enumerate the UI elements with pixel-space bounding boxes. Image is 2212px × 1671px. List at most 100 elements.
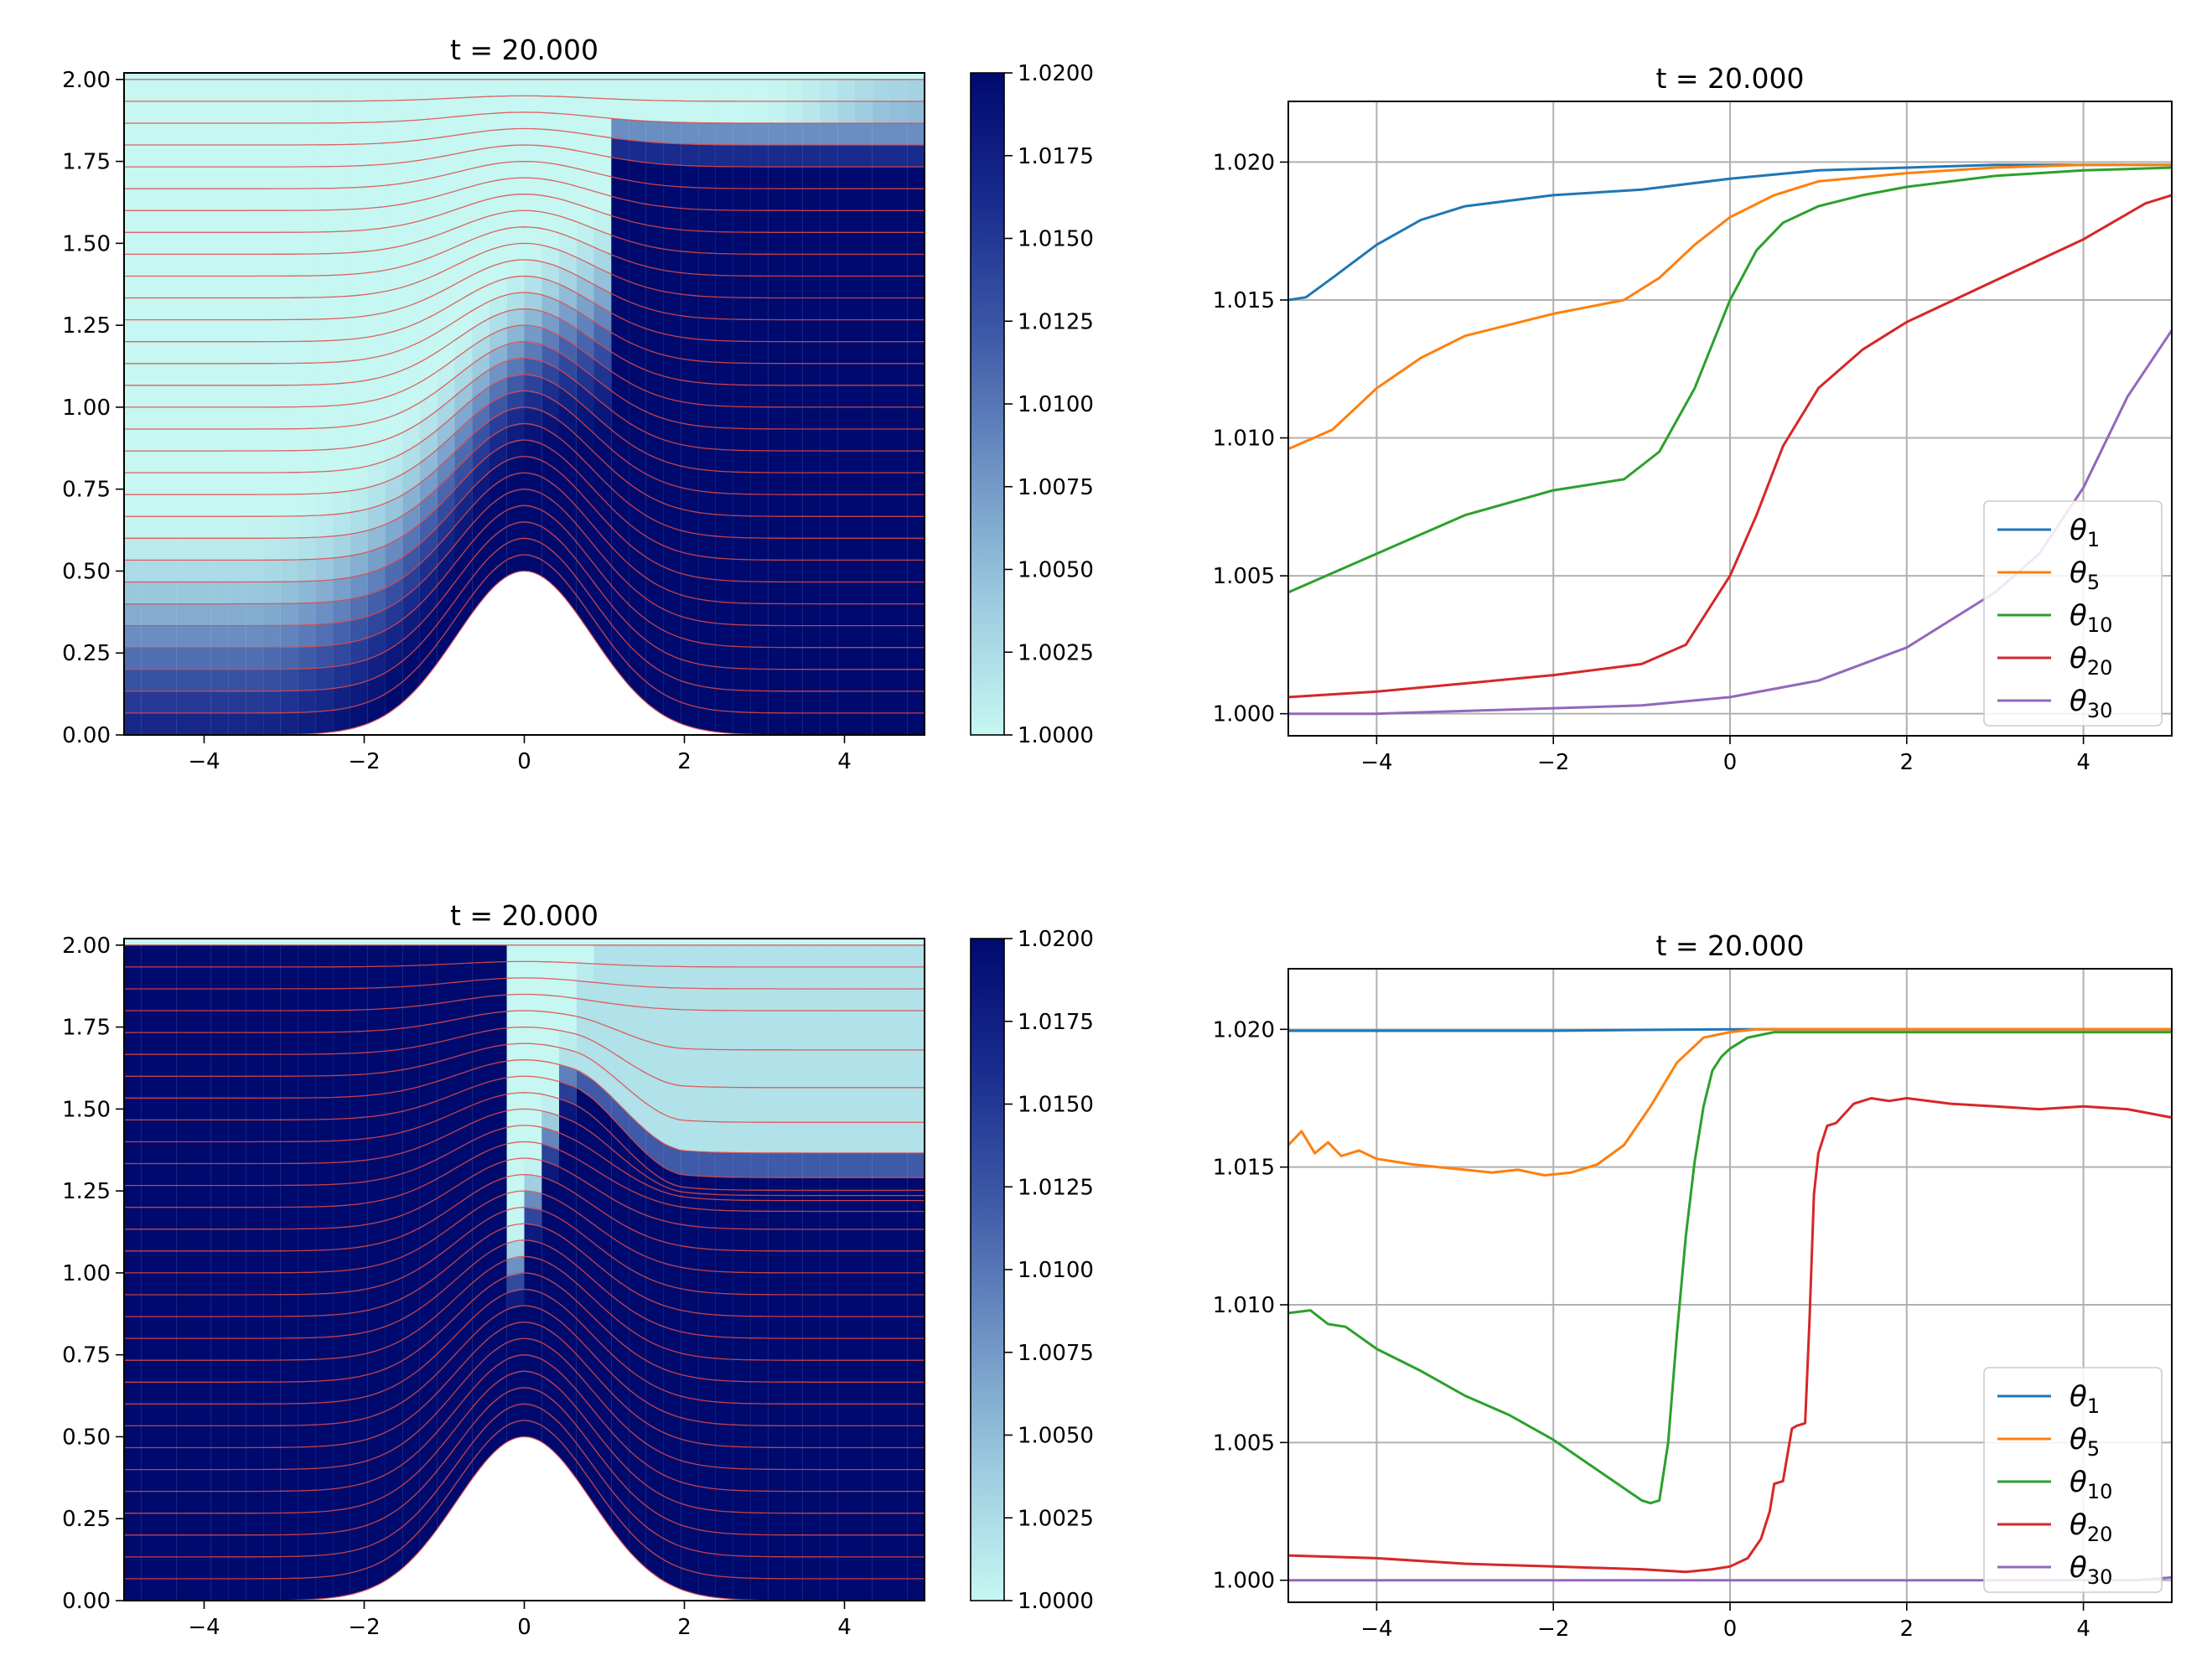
streamline [124, 308, 925, 386]
heatmap-cell [210, 1404, 229, 1426]
heatmap-cell [576, 204, 594, 229]
heatmap-cell [402, 665, 420, 703]
x-tick-label: 2 [677, 749, 692, 774]
heatmap-cell [298, 472, 316, 494]
streamline [124, 960, 925, 968]
heatmap-cell [785, 669, 803, 691]
heatmap-cell [124, 1098, 142, 1120]
heatmap-cell [472, 962, 490, 981]
heatmap-cell [315, 601, 334, 625]
heatmap-cell [907, 560, 925, 582]
heatmap-cell [263, 1163, 281, 1186]
heatmap-cell [263, 1337, 281, 1361]
heatmap-cell [820, 123, 838, 145]
colorbar-tick-label: 1.0050 [1018, 1424, 1094, 1449]
heatmap-cell [663, 101, 681, 123]
y-tick-label: 1.00 [62, 396, 111, 421]
heatmap-cell [802, 254, 821, 277]
heatmap-cell [210, 1447, 229, 1470]
heatmap-cell [750, 297, 769, 320]
heatmap-cell [611, 1217, 629, 1249]
heatmap-cell [402, 1146, 420, 1174]
heatmap-cell [210, 712, 229, 735]
heatmap-cell [210, 625, 229, 648]
heatmap-cell [367, 1348, 386, 1375]
heatmap-cell [750, 189, 769, 211]
heatmap-cell [246, 1141, 264, 1164]
heatmap-cell [367, 482, 386, 510]
heatmap-cell [663, 1186, 681, 1197]
heatmap-cell [263, 1272, 281, 1295]
heatmap-cell [141, 210, 159, 233]
chart-title: t = 20.000 [450, 899, 598, 932]
x-tick-label: −2 [1537, 1617, 1569, 1642]
heatmap-cell [333, 707, 350, 732]
heatmap-cell [228, 101, 246, 123]
heatmap-cell [802, 429, 821, 451]
heatmap-cell [645, 142, 664, 164]
heatmap-cell [263, 1076, 281, 1099]
heatmap-cell [820, 341, 838, 364]
heatmap-cell [315, 535, 334, 560]
heatmap-cell [454, 506, 473, 546]
heatmap-cell [280, 603, 298, 626]
heatmap-cell [733, 297, 751, 320]
heatmap-cell [785, 603, 803, 626]
heatmap-cell [611, 1096, 629, 1136]
heatmap-cell [663, 206, 681, 230]
heatmap-cell [437, 1224, 455, 1257]
heatmap-cell [733, 1087, 751, 1123]
heatmap-cell [298, 494, 316, 516]
heatmap-cell [472, 1423, 490, 1461]
y-tick-label: 0.25 [62, 641, 111, 666]
heatmap-cell [402, 1470, 420, 1506]
heatmap-cell [645, 391, 664, 419]
heatmap-cell [907, 1317, 925, 1339]
heatmap-cell [629, 261, 646, 287]
heatmap-cell [576, 97, 594, 117]
heatmap-cell [141, 1491, 159, 1513]
heatmap-cell [645, 121, 664, 143]
heatmap-cell [315, 514, 334, 538]
heatmap-cell [681, 1546, 699, 1573]
heatmap-cell [750, 966, 769, 989]
heatmap-cell [645, 1197, 664, 1221]
heatmap-cell [402, 140, 420, 163]
heatmap-cell [559, 215, 577, 240]
heatmap-cell [141, 145, 159, 168]
heatmap-cell [593, 1410, 612, 1451]
heatmap-cell [681, 1174, 699, 1189]
heatmap-cell [263, 1011, 281, 1033]
heatmap-cell [785, 1578, 803, 1601]
heatmap-cell [785, 145, 803, 168]
heatmap-cell [124, 341, 142, 364]
heatmap-cell [437, 508, 455, 547]
legend-label: θ1 [2070, 514, 2100, 551]
heatmap-cell [802, 1152, 821, 1178]
heatmap-cell [611, 1315, 629, 1349]
heatmap-cell [315, 1075, 334, 1098]
heatmap-cell [228, 254, 246, 277]
heatmap-cell [350, 1245, 368, 1270]
heatmap-cell [263, 1229, 281, 1251]
heatmap-cell [210, 363, 229, 385]
heatmap-cell [194, 1295, 211, 1317]
heatmap-cell [559, 1303, 577, 1337]
heatmap-cell [437, 321, 455, 352]
heatmap-cell [367, 1136, 386, 1161]
heatmap-cell [176, 473, 194, 495]
heatmap-cell [559, 1183, 577, 1213]
heatmap-cell [681, 1120, 699, 1152]
heatmap-cell [593, 98, 612, 119]
heatmap-cell [263, 232, 281, 255]
heatmap-cell [263, 406, 281, 429]
heatmap-cell [524, 961, 542, 979]
heatmap-cell [490, 944, 507, 963]
heatmap-cell [402, 624, 420, 661]
heatmap-cell [506, 79, 525, 96]
heatmap-cell [889, 494, 908, 517]
heatmap-cell [750, 1200, 769, 1212]
heatmap-cell [298, 1381, 316, 1404]
heatmap-cell [158, 1534, 177, 1557]
heatmap-cell [559, 523, 577, 561]
